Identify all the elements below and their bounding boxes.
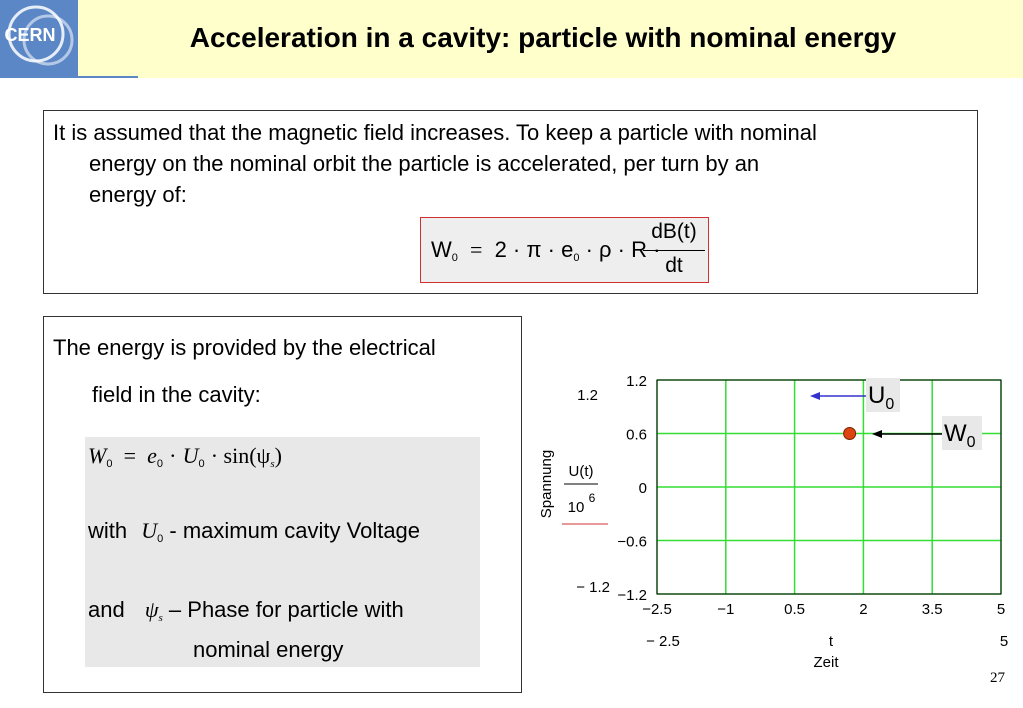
x-mid-outside-label: t bbox=[829, 633, 834, 650]
y-max-outside-label: 1.2 bbox=[577, 387, 598, 404]
y-tick-label: −0.6 bbox=[617, 534, 647, 551]
fraction-bar bbox=[643, 250, 705, 251]
x-tick-label: 5 bbox=[997, 601, 1005, 618]
formula-body: 2 · π · e bbox=[494, 237, 574, 262]
y-expr-exponent: 6 bbox=[589, 491, 596, 505]
with-line: with U0 - maximum cavity Voltage bbox=[88, 518, 421, 545]
assumption-line-3: energy of: bbox=[89, 182, 187, 207]
formula-e-sub: 0 bbox=[573, 252, 580, 264]
x-tick-label: −1 bbox=[717, 601, 734, 618]
x-tick-label: 2 bbox=[859, 601, 867, 618]
formula-denominator: dt bbox=[665, 254, 683, 277]
formula-numerator: dB(t) bbox=[651, 220, 697, 243]
y-tick-label: 0.6 bbox=[626, 427, 647, 444]
u0-label-bg bbox=[866, 378, 900, 412]
and-line-2: nominal energy bbox=[193, 637, 344, 662]
header-rule bbox=[78, 76, 138, 78]
plot-frame bbox=[656, 379, 1002, 595]
y-expr-numerator: U(t) bbox=[569, 463, 594, 480]
assumption-line-2: energy on the nominal orbit the particle… bbox=[89, 151, 760, 176]
u0-arrow-head bbox=[810, 392, 820, 400]
page-number: 27 bbox=[990, 670, 1005, 686]
cavity-box: The energy is provided by the electrical… bbox=[43, 316, 522, 693]
formula-body2: · ρ · R · bbox=[585, 237, 661, 262]
y-tick-label: 1.2 bbox=[626, 373, 647, 390]
energy-per-turn-formula: W0 = 2 · π · e0 · ρ · R · dB(t) dt bbox=[420, 217, 709, 283]
x-min-outside-label: − 2.5 bbox=[646, 633, 680, 650]
formula-equals: = bbox=[470, 237, 483, 262]
w0-arrow-head bbox=[872, 430, 882, 438]
cavity-line-2: field in the cavity: bbox=[92, 382, 261, 407]
voltage-chart-svg: −2.5 −1 0.5 2 3.5 51.20.60−0.6−1.2 1.2 − 1.2 … bbox=[538, 373, 1008, 671]
x-max-outside-label: 5 bbox=[1000, 633, 1008, 650]
w0-label: W0 bbox=[944, 420, 976, 451]
y-expr-denominator: 10 bbox=[568, 499, 585, 516]
x-tick-label: 3.5 bbox=[922, 601, 943, 618]
cavity-line-1: The energy is provided by the electrical bbox=[53, 335, 436, 360]
formula-lhs: W bbox=[431, 237, 452, 262]
x-axis-title: Zeit bbox=[813, 654, 839, 671]
assumption-line-1: It is assumed that the magnetic field in… bbox=[53, 120, 817, 145]
cavity-formula-panel: W0 = e0 · U0 · sin(ψs) with U0 - maximum… bbox=[85, 437, 480, 667]
data-point bbox=[843, 427, 857, 440]
y-min-outside-label: − 1.2 bbox=[576, 579, 610, 596]
voltage-chart: −2.5 −1 0.5 2 3.5 5 1.2 0.6 0 −0.6 −1.2 1.2 − 1.2 … bbox=[530, 360, 1020, 680]
w0-label-bg bbox=[942, 416, 982, 450]
logo-text: CERN bbox=[4, 25, 55, 45]
u0-label: U0 bbox=[868, 382, 894, 413]
y-tick-label: 0 bbox=[639, 480, 647, 497]
formula-lhs-sub: 0 bbox=[451, 252, 458, 264]
assumption-box: It is assumed that the magnetic field in… bbox=[43, 110, 978, 294]
cavity-equation: W0 = e0 · U0 · sin(ψs) bbox=[88, 443, 282, 470]
cern-logo: CERN bbox=[0, 0, 78, 78]
y-tick-label: −1.2 bbox=[617, 587, 647, 604]
header-band bbox=[0, 0, 1023, 78]
x-tick-label: 0.5 bbox=[784, 601, 805, 618]
y-axis-title: Spannung bbox=[538, 450, 555, 518]
x-tick-label: −2.5 bbox=[642, 601, 672, 618]
slide-title: Acceleration in a cavity: particle with … bbox=[189, 22, 897, 53]
cern-logo-icon: CERN bbox=[4, 5, 74, 66]
and-line: and ψs – Phase for particle with bbox=[88, 597, 404, 624]
